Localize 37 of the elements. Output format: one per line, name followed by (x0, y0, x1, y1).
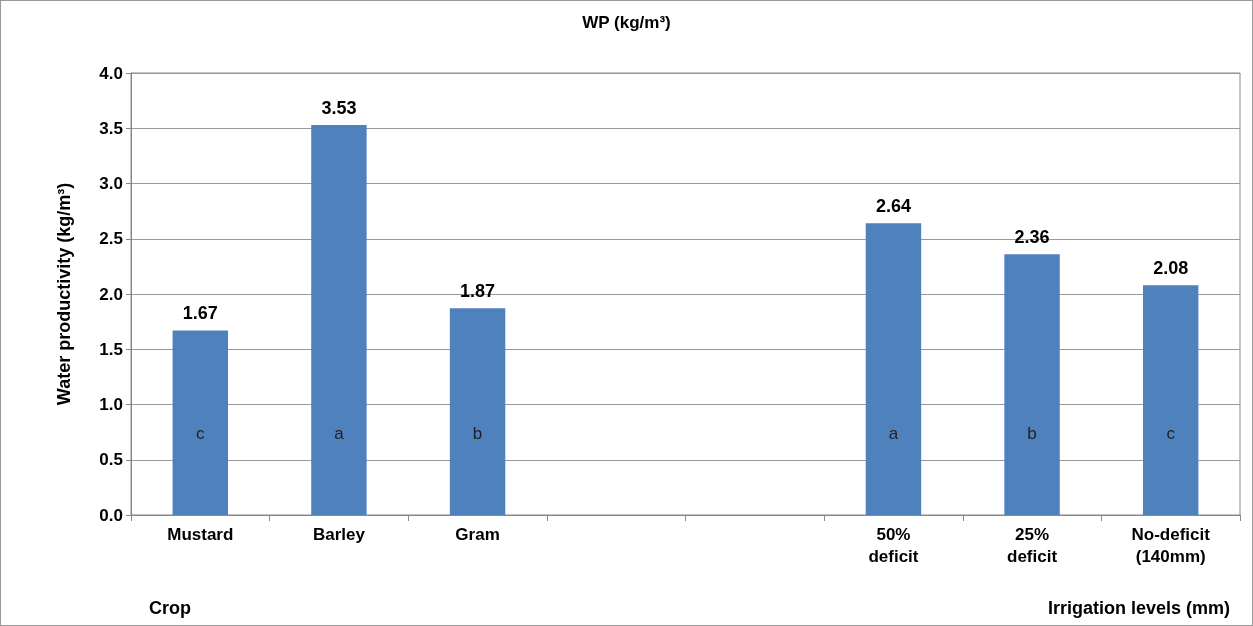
annotation: a (334, 423, 345, 443)
x-tick-label: 25% deficit (1007, 524, 1058, 566)
y-axis-title: Water productivity (kg/m³) (54, 182, 74, 406)
bar (311, 124, 367, 515)
y-tick-label: 3.0 (99, 174, 123, 193)
bar (449, 308, 506, 515)
y-tick-label: 2.0 (99, 284, 123, 304)
x-tick-label: Mustard (167, 524, 234, 544)
y-tick-label: 0.5 (99, 450, 123, 470)
text: Crop (149, 598, 191, 618)
x-tick-label: Barley (312, 524, 366, 544)
x-tick-label: Gram (455, 524, 500, 544)
bar (1004, 254, 1060, 515)
bar (865, 223, 922, 515)
bar (172, 330, 229, 515)
data-label: 1.87 (460, 281, 496, 302)
data-label: 2.36 (1014, 227, 1050, 248)
bar (1142, 285, 1199, 515)
annotation: b (472, 423, 483, 443)
annotation: c (1166, 423, 1176, 443)
annotation: a (888, 423, 899, 443)
chart-title: WP (kg/m³) (582, 13, 671, 32)
data-label: 1.67 (182, 303, 218, 324)
annotation: c (196, 423, 206, 443)
x-tick-label: No-deficit (140mm) (1131, 524, 1211, 566)
text: Irrigation levels (mm) (1047, 598, 1231, 618)
data-label: 3.53 (321, 97, 357, 118)
data-label: 2.08 (1153, 258, 1189, 279)
y-tick-label: 2.5 (99, 229, 123, 249)
x-tick-label: 50% deficit (868, 524, 919, 566)
y-tick-label: 1.5 (99, 339, 123, 359)
annotation: b (1027, 423, 1037, 443)
y-tick-label: 4.0 (99, 63, 123, 83)
y-tick-label: 3.5 (99, 118, 123, 138)
data-label: 2.64 (875, 196, 911, 217)
y-tick-label: 1.0 (99, 395, 123, 414)
y-tick-label: 0.0 (99, 505, 123, 525)
